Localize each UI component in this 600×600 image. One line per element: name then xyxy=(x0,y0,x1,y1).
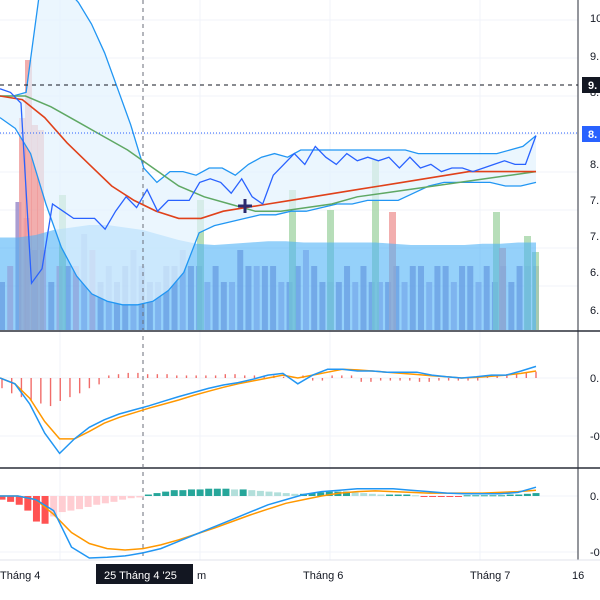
macd-histogram-bar xyxy=(377,494,385,496)
macd-histogram-bar xyxy=(41,496,49,524)
price-axis-tick-label: 6. xyxy=(590,305,599,317)
macd-histogram-bar xyxy=(325,491,333,496)
macd-histogram-bar xyxy=(205,488,213,496)
macd-histogram-bar xyxy=(32,496,40,522)
bollinger-upper-line xyxy=(0,0,537,184)
ma-short-line xyxy=(0,95,536,220)
macd-line xyxy=(0,486,537,559)
macd-histogram-bar xyxy=(489,495,497,497)
volume-bar xyxy=(37,130,44,330)
macd-histogram-bar xyxy=(308,493,316,496)
bollinger-fill xyxy=(0,0,536,305)
price-line xyxy=(0,88,537,286)
macd-histogram-bar xyxy=(429,496,437,497)
macd-histogram-bar xyxy=(127,496,135,499)
macd-histogram-bar xyxy=(170,490,178,496)
macd-histogram-bar xyxy=(291,493,299,496)
macd-histogram-bar xyxy=(136,496,144,498)
crosshair-date-label: 25 Tháng 4 '25 xyxy=(104,570,177,582)
macd-histogram-bar xyxy=(7,496,15,502)
macd-histogram-bar xyxy=(179,490,187,496)
time-axis-tick-label: Tháng 4 xyxy=(0,570,40,582)
macd-axis-tick-label: -0 xyxy=(590,547,600,559)
macd-histogram-bar xyxy=(523,493,531,496)
macd-histogram-bar xyxy=(403,494,411,496)
price-axis-tick-label: 6. xyxy=(590,267,599,279)
oscillator-axis-tick-label: 0. xyxy=(590,373,599,385)
price-axis-tick-label: 7. xyxy=(590,195,599,207)
macd-histogram-bar xyxy=(454,496,462,497)
macd-histogram-bar xyxy=(222,488,230,496)
macd-histogram-bar xyxy=(411,495,419,497)
oscillator-main-line xyxy=(0,365,537,455)
macd-histogram-bar xyxy=(84,496,92,507)
macd-histogram-bar xyxy=(248,490,256,496)
macd-histogram-bar xyxy=(239,489,247,496)
time-axis-tick-label: m xyxy=(197,570,206,582)
macd-histogram-bar xyxy=(532,493,540,496)
macd-histogram-bar xyxy=(256,490,264,496)
macd-histogram-bar xyxy=(265,491,273,496)
crosshair-cursor-icon xyxy=(238,199,252,213)
price-axis-tick-label: 8. xyxy=(590,159,599,171)
macd-histogram-bar xyxy=(50,496,58,517)
macd-histogram-bar xyxy=(420,496,428,497)
macd-histogram-bar xyxy=(446,496,454,497)
macd-histogram-bar xyxy=(24,496,32,511)
macd-axis-tick-label: 0. xyxy=(590,491,599,503)
macd-histogram-bar xyxy=(463,495,471,497)
macd-histogram-bar xyxy=(231,489,239,496)
time-axis-tick-label: Tháng 7 xyxy=(470,570,510,582)
volume-bar xyxy=(19,118,26,330)
macd-histogram-bar xyxy=(506,494,514,496)
macd-histogram-bar xyxy=(317,492,325,496)
macd-histogram-bar xyxy=(351,492,359,496)
price-axis-tick-label: 7. xyxy=(590,231,599,243)
ma-long-line xyxy=(0,95,537,212)
macd-histogram-bar xyxy=(0,496,6,500)
macd-histogram-bar xyxy=(119,496,127,500)
macd-histogram-bar xyxy=(93,496,101,505)
macd-histogram-bar xyxy=(67,496,75,511)
last-price-badge-label: 8. xyxy=(588,129,597,141)
macd-histogram-bar xyxy=(101,496,109,504)
price-axis-tick-label: 10. xyxy=(590,13,600,25)
macd-histogram-bar xyxy=(213,488,221,496)
macd-histogram-bar xyxy=(196,489,204,496)
macd-histogram-bar xyxy=(58,496,66,513)
macd-histogram-bar xyxy=(368,493,376,496)
macd-histogram-bar xyxy=(498,495,506,497)
macd-histogram-bar xyxy=(360,493,368,496)
crosshair-date-badge xyxy=(96,564,193,584)
crosshair-price-badge-label: 9. xyxy=(588,80,597,92)
macd-histogram-bar xyxy=(76,496,84,510)
macd-histogram-bar xyxy=(15,496,23,505)
oscillator-axis-tick-label: -0 xyxy=(590,431,600,443)
macd-histogram-bar xyxy=(162,491,170,496)
macd-histogram-bar xyxy=(282,493,290,496)
crosshair-price-badge xyxy=(582,77,600,93)
last-price-badge xyxy=(582,126,600,142)
macd-histogram-bar xyxy=(274,492,282,496)
macd-histogram-bar xyxy=(144,494,152,496)
macd-histogram-bar xyxy=(515,494,523,496)
macd-histogram-bar xyxy=(472,495,480,497)
macd-histogram-bar xyxy=(386,494,394,496)
macd-histogram-bar xyxy=(187,489,195,496)
volume-bar xyxy=(31,125,38,330)
macd-histogram-bar xyxy=(343,491,351,496)
macd-histogram-bar xyxy=(480,495,488,497)
price-axis-tick-label: 9. xyxy=(590,51,599,63)
macd-histogram-bar xyxy=(153,493,161,496)
macd-histogram-bar xyxy=(110,496,118,502)
bollinger-lower-line xyxy=(0,117,537,306)
volume-bar xyxy=(25,60,32,330)
macd-histogram-bar xyxy=(394,494,402,496)
macd-histogram-bar xyxy=(437,496,445,497)
time-axis-tick-label: Tháng 6 xyxy=(303,570,343,582)
time-axis-tick-label: 16 xyxy=(572,570,584,582)
